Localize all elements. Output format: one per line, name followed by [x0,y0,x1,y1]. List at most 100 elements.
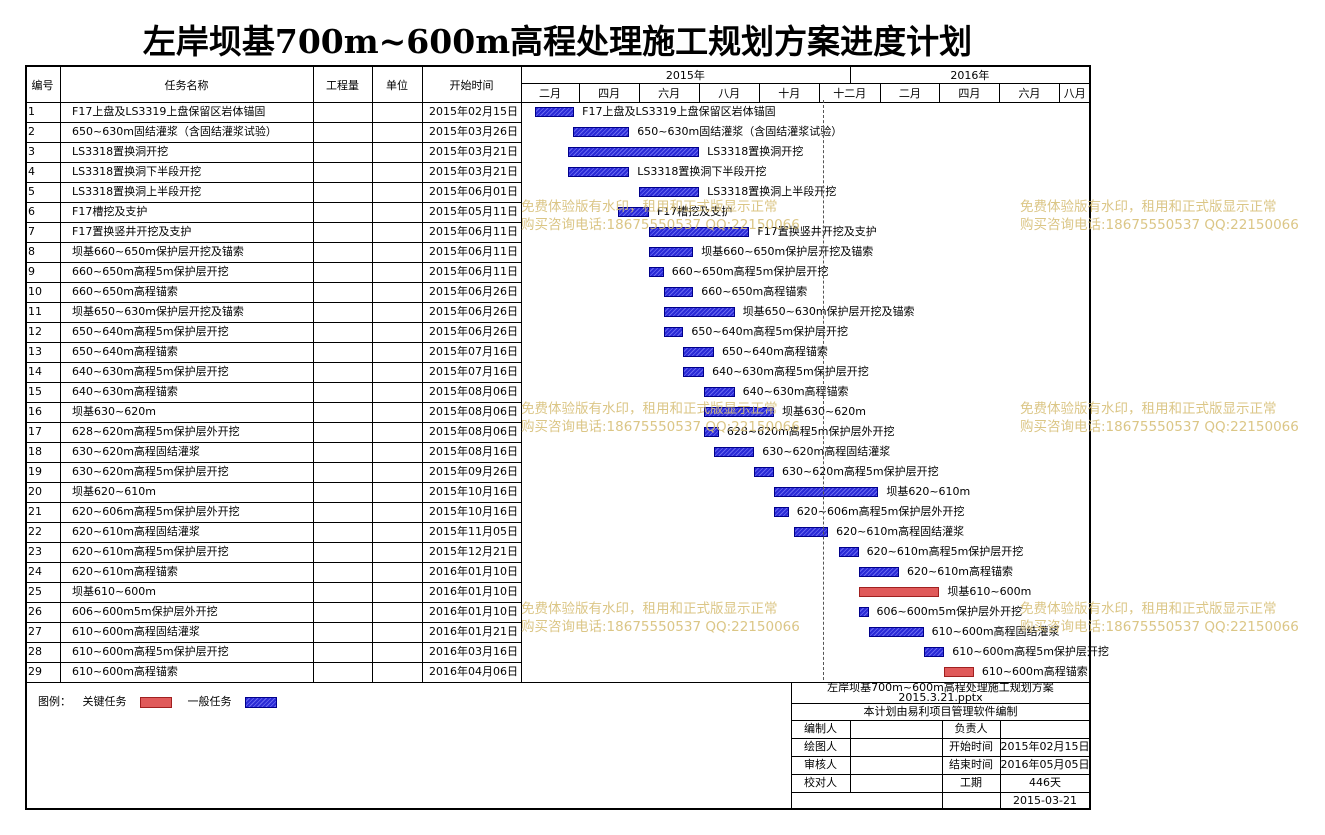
month-label: 六月 [1018,87,1041,100]
page-title: 左岸坝基700m~600m高程处理施工规划方案进度计划 [142,22,973,61]
task-bar [713,447,755,457]
month-separator [639,83,641,102]
trial-watermark: 免费体验版有水印，租用和正式版显示正常 购买咨询电话:18675550537 QQ… [521,600,800,636]
task-bar-label: F17槽挖及支护 [656,205,733,218]
task-bar-label: 640~630m高程锚索 [742,385,849,398]
task-bar-label: 坝基610~600m [947,585,1032,598]
month-separator [999,83,1001,102]
task-name: 坝基660~650m保护层开挖及锚索 [72,245,244,258]
task-bar [663,287,694,297]
legend-critical-label: 关键任务 [82,695,127,708]
task-name: LS3318置换洞下半段开挖 [72,165,202,178]
task-bar [704,387,735,397]
task-no: 24 [28,565,42,578]
column-line [372,65,373,682]
owner-label: 负责人 [954,722,988,735]
task-bar-label: LS3318置换洞下半段开挖 [637,165,767,178]
watermark-line-2: 购买咨询电话:18675550537 QQ:22150066 [521,217,800,233]
task-bar-label: F17置换竖井开挖及支护 [757,225,877,238]
task-start: 2015年06月11日 [429,225,518,238]
task-start: 2015年05月11日 [429,205,518,218]
task-name: 640~630m高程锚索 [72,385,178,398]
task-no: 19 [28,465,42,478]
task-bar [573,127,630,137]
row-line [25,402,521,403]
info-grid-line [1000,792,1001,810]
year-divider-line [521,83,1090,84]
task-start: 2015年10月16日 [429,485,518,498]
watermark-line-2: 购买咨询电话:18675550537 QQ:22150066 [521,619,800,635]
row-line [25,342,521,343]
task-bar [838,547,859,557]
task-no: 16 [28,405,42,418]
month-separator [759,83,761,102]
task-start: 2015年08月16日 [429,445,518,458]
info-grid-line [942,720,943,792]
task-name: 620~610m高程5m保护层开挖 [72,545,229,558]
task-no: 1 [28,105,35,118]
row-line [25,562,521,563]
watermark-line-2: 购买咨询电话:18675550537 QQ:22150066 [1020,217,1299,233]
month-label: 二月 [539,87,562,100]
task-start: 2015年06月26日 [429,305,518,318]
task-bar-label: 620~606m高程5m保护层外开挖 [796,505,965,518]
task-name: 坝基630~620m [72,405,156,418]
plan-date: 2015-03-21 [1013,794,1077,807]
end-time-value: 2016年05月05日 [1000,758,1090,771]
task-start: 2015年06月11日 [429,245,518,258]
task-no: 7 [28,225,35,238]
column-header-name: 任务名称 [164,79,209,92]
row-line [25,262,521,263]
task-bar [858,587,940,597]
header-bottom-line [25,102,1090,103]
reviewer-label: 审核人 [804,758,837,771]
task-bar [754,467,774,477]
task-start: 2016年01月10日 [429,565,518,578]
task-name: 610~600m高程固结灌浆 [72,625,200,638]
task-bar [858,567,900,577]
task-bar [568,147,700,157]
task-name: 660~650m高程锚索 [72,285,178,298]
task-name: LS3318置换洞上半段开挖 [72,185,202,198]
task-name: 640~630m高程5m保护层开挖 [72,365,229,378]
month-label: 六月 [658,87,681,100]
month-separator [1059,83,1061,102]
row-line [25,202,521,203]
task-bar [648,267,664,277]
task-bar-label: F17上盘及LS3319上盘保留区岩体锚固 [582,105,776,118]
watermark-line-1: 免费体验版有水印，租用和正式版显示正常 [1020,401,1277,417]
column-header-unit: 单位 [386,79,408,92]
legend: 图例： 关键任务 一般任务 [38,694,289,710]
end-time-label: 结束时间 [949,758,993,771]
task-start: 2015年08月06日 [429,385,518,398]
task-no: 6 [28,205,35,218]
task-start: 2016年01月10日 [429,585,518,598]
column-line [422,65,423,682]
task-name: 630~620m高程5m保护层开挖 [72,465,229,478]
task-name: 620~606m高程5m保护层外开挖 [72,505,240,518]
task-start: 2015年06月01日 [429,185,518,198]
info-grid-line [791,703,1090,704]
legend-label: 图例： [38,695,71,708]
row-line [25,502,521,503]
gantt-frame [25,65,1091,810]
task-no: 14 [28,365,42,378]
watermark-line-1: 免费体验版有水印，租用和正式版显示正常 [1020,601,1277,617]
watermark-line-2: 购买咨询电话:18675550537 QQ:22150066 [1020,619,1299,635]
task-name: 坝基650~630m保护层开挖及锚索 [72,305,244,318]
row-line [25,522,521,523]
task-bar-label: 640~630m高程5m保护层开挖 [712,365,869,378]
trial-watermark: 免费体验版有水印，租用和正式版显示正常购买咨询电话:18675550537 QQ… [1020,600,1299,636]
month-separator [699,83,701,102]
task-name: LS3318置换洞开挖 [72,145,169,158]
task-no: 17 [28,425,42,438]
task-name: F17上盘及LS3319上盘保留区岩体锚固 [72,105,266,118]
info-grid-line [791,792,1090,793]
editor-label: 编制人 [804,722,837,735]
info-grid-line [791,756,1090,757]
legend-normal-swatch [245,696,277,708]
task-bar [858,607,869,617]
column-header-qty: 工程量 [326,79,359,92]
task-name: 620~610m高程锚索 [72,565,178,578]
task-bar [568,167,630,177]
